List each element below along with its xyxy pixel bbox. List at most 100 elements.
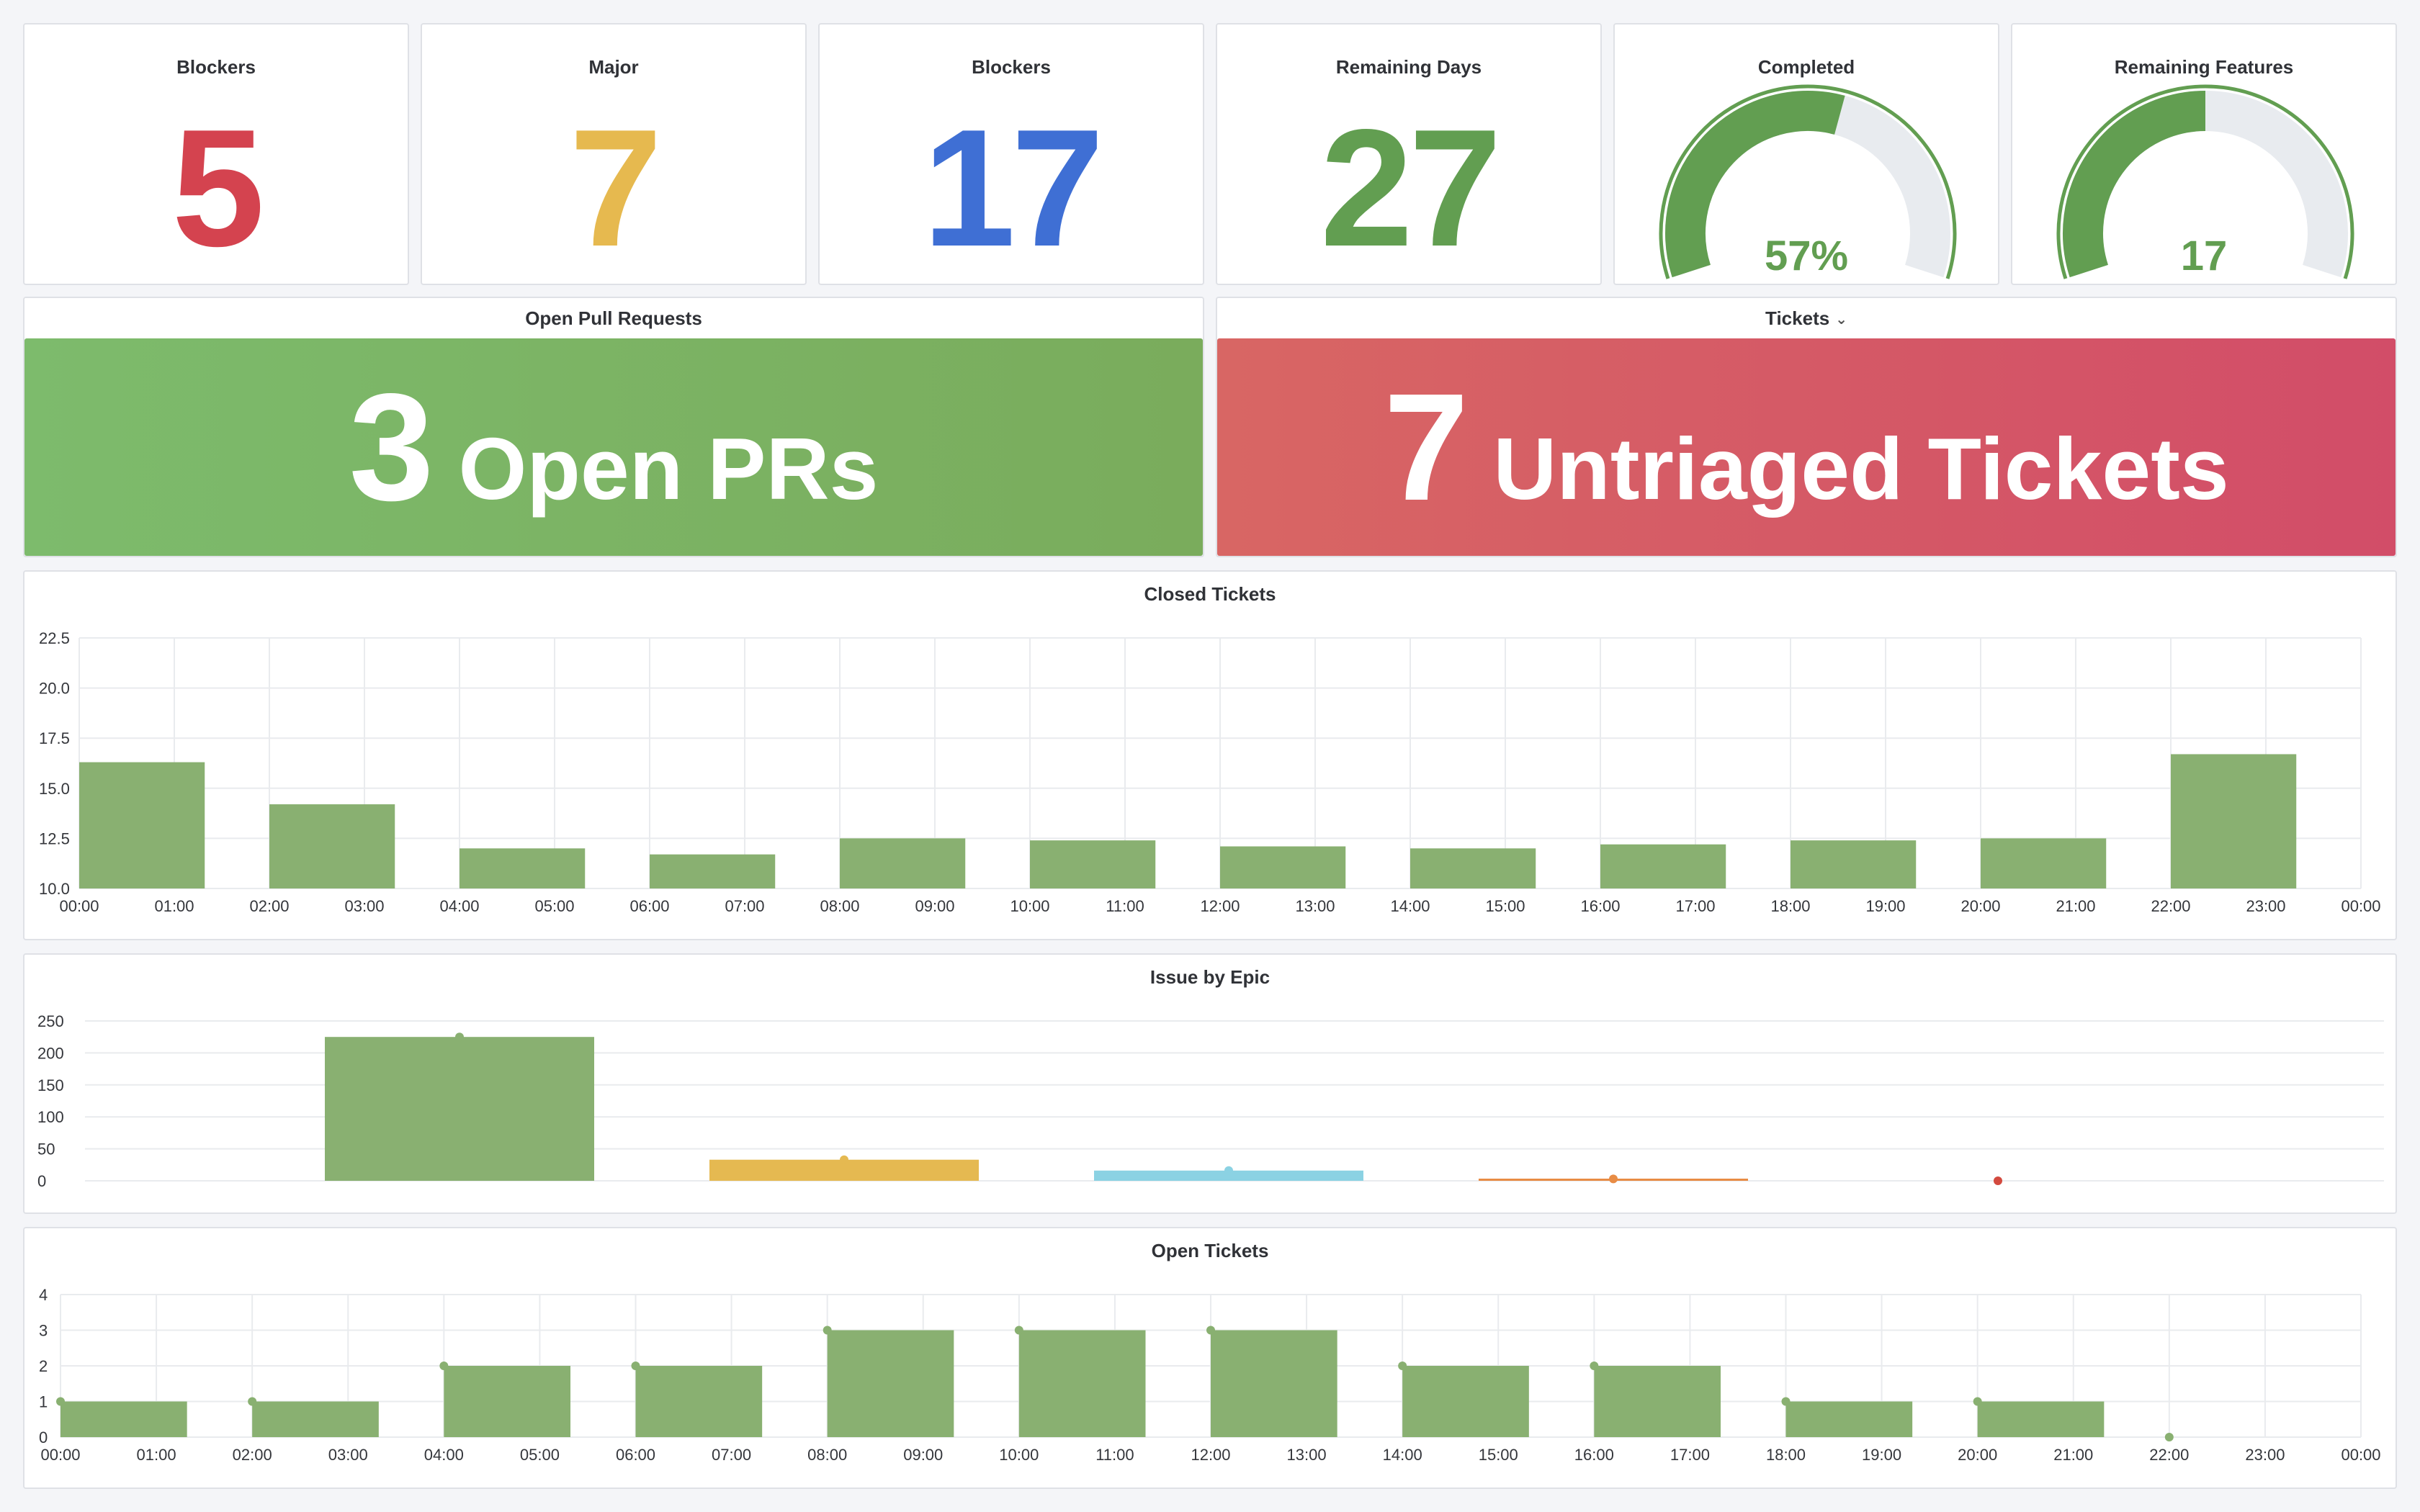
panel-title: Issue by Epic (1150, 966, 1270, 988)
bar (1410, 848, 1536, 888)
stat-value: 5 (171, 95, 264, 282)
y-tick-label: 17.5 (39, 729, 70, 747)
x-tick-label: 06:00 (616, 1446, 655, 1464)
x-tick-label: 20:00 (1960, 897, 2000, 915)
stat-panel-remaining-days[interactable]: Remaining Days 27 (1216, 23, 1602, 285)
data-point (1014, 1326, 1023, 1335)
stat-panel-blockers[interactable]: Blockers 5 (23, 23, 409, 285)
x-tick-label: 22:00 (2149, 1446, 2189, 1464)
y-tick-label: 3 (39, 1322, 48, 1340)
y-tick-label: 0 (39, 1428, 48, 1446)
x-tick-label: 00:00 (59, 897, 99, 915)
panel-title: Remaining Features (2114, 56, 2294, 78)
x-tick-label: 03:00 (344, 897, 384, 915)
chevron-down-icon[interactable]: ⌄ (1835, 312, 1847, 328)
x-tick-label: 16:00 (1580, 897, 1620, 915)
stat-value: 7 (569, 95, 662, 282)
gauge-value: 17 (2180, 233, 2228, 279)
x-tick-label: 08:00 (807, 1446, 847, 1464)
x-tick-label: 14:00 (1383, 1446, 1422, 1464)
bar (1981, 838, 2107, 888)
data-point (1206, 1326, 1215, 1335)
x-tick-label: 15:00 (1479, 1446, 1518, 1464)
data-point (1590, 1362, 1599, 1370)
completed-gauge (1659, 84, 1957, 279)
x-tick-label: 06:00 (629, 897, 669, 915)
x-tick-label: 08:00 (820, 897, 859, 915)
x-tick-label: 11:00 (1106, 897, 1144, 915)
bar (827, 1330, 954, 1437)
x-tick-label: 13:00 (1287, 1446, 1327, 1464)
y-tick-label: 100 (37, 1108, 64, 1126)
bar (1220, 846, 1346, 888)
bar (650, 854, 776, 888)
gauge-panel-completed[interactable]: Completed 57% (1613, 23, 1999, 285)
x-tick-label: 19:00 (1862, 1446, 1901, 1464)
open-pull-requests-panel[interactable]: Open Pull Requests 3 Open PRs (23, 297, 1204, 557)
y-tick-label: 0 (37, 1172, 46, 1190)
bar (840, 838, 966, 888)
x-tick-label: 21:00 (2053, 1446, 2093, 1464)
x-tick-label: 12:00 (1200, 897, 1240, 915)
bar (460, 848, 586, 888)
x-tick-label: 14:00 (1390, 897, 1430, 915)
data-point (248, 1397, 257, 1406)
x-tick-label: 17:00 (1675, 897, 1715, 915)
bar (79, 762, 205, 888)
stat-panel-major[interactable]: Major 7 (421, 23, 807, 285)
x-tick-label: 05:00 (534, 897, 574, 915)
x-tick-label: 20:00 (1958, 1446, 1997, 1464)
untriaged-label: Untriaged Tickets (1493, 420, 2229, 518)
x-tick-label: 23:00 (2246, 897, 2285, 915)
data-point (2164, 1433, 2174, 1441)
issue-by-epic-panel[interactable]: Issue by Epic 250 200 150 100 50 0 (23, 953, 2397, 1214)
x-tick-label: 19:00 (1865, 897, 1905, 915)
panel-title: Blockers (972, 56, 1051, 78)
stat-panel-blockers-total[interactable]: Blockers 17 (818, 23, 1204, 285)
data-point (840, 1155, 848, 1164)
bar (325, 1037, 594, 1181)
open-tickets-panel[interactable]: Open Tickets 00:00 01:00 02:00 03:00 04:00 05… (23, 1227, 2397, 1489)
y-tick-label: 250 (37, 1012, 64, 1030)
y-tick-label: 2 (39, 1357, 48, 1375)
issue-by-epic-chart: 250 200 150 100 50 0 (37, 1012, 2384, 1190)
x-tick-label: 18:00 (1770, 897, 1810, 915)
bar (1594, 1366, 1721, 1437)
bar (252, 1401, 379, 1437)
x-tick-label: 17:00 (1670, 1446, 1710, 1464)
closed-tickets-panel[interactable]: Closed Tickets 00:00 01:00 02:00 03:00 04:00… (23, 570, 2397, 940)
tickets-panel[interactable]: Tickets ⌄ 7 Untriaged Tickets (1216, 297, 2397, 557)
panel-title: Open Tickets (1151, 1240, 1269, 1261)
x-tick-label: 07:00 (725, 897, 764, 915)
untriaged-count: 7 (1384, 361, 1469, 532)
x-tick-label: 18:00 (1766, 1446, 1806, 1464)
open-prs-count: 3 (349, 361, 434, 532)
y-tick-label: 4 (39, 1286, 48, 1304)
x-tick-label: 03:00 (328, 1446, 368, 1464)
open-tickets-chart: 00:00 01:00 02:00 03:00 04:00 05:00 06:00 07:00… (39, 1286, 2381, 1464)
data-point (455, 1032, 464, 1042)
bar (444, 1366, 571, 1437)
x-tick-label: 02:00 (249, 897, 289, 915)
y-tick-label: 200 (37, 1044, 64, 1062)
panel-title: Open Pull Requests (24, 298, 1203, 338)
y-tick-label: 50 (37, 1140, 55, 1158)
x-tick-label: 05:00 (520, 1446, 560, 1464)
data-point (56, 1397, 65, 1406)
panel-title: Remaining Days (1335, 56, 1482, 78)
gauge-panel-remaining-features[interactable]: Remaining Features 17 (2011, 23, 2397, 285)
gauge-fill (2063, 91, 2206, 278)
gauge-fill (1665, 91, 1845, 278)
open-prs-banner: 3 Open PRs (24, 338, 1203, 556)
bar (1094, 1170, 1363, 1181)
bar (60, 1401, 187, 1437)
x-tick-label: 13:00 (1295, 897, 1335, 915)
x-tick-label: 16:00 (1574, 1446, 1614, 1464)
bar (269, 804, 395, 888)
gauge-value: 57% (1764, 233, 1849, 279)
panel-title: Blockers (176, 56, 256, 78)
panel-title[interactable]: Tickets ⌄ (1217, 298, 2396, 338)
bar (1791, 840, 1917, 888)
data-point (631, 1362, 640, 1370)
open-prs-label: Open PRs (458, 420, 879, 518)
